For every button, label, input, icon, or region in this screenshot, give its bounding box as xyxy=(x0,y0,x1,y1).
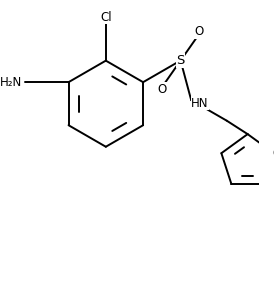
Text: H₂N: H₂N xyxy=(0,76,22,89)
Text: O: O xyxy=(272,147,274,160)
Text: S: S xyxy=(176,54,185,67)
Text: Cl: Cl xyxy=(100,11,112,24)
Text: O: O xyxy=(195,25,204,38)
Text: O: O xyxy=(157,83,167,96)
Text: HN: HN xyxy=(191,97,209,110)
